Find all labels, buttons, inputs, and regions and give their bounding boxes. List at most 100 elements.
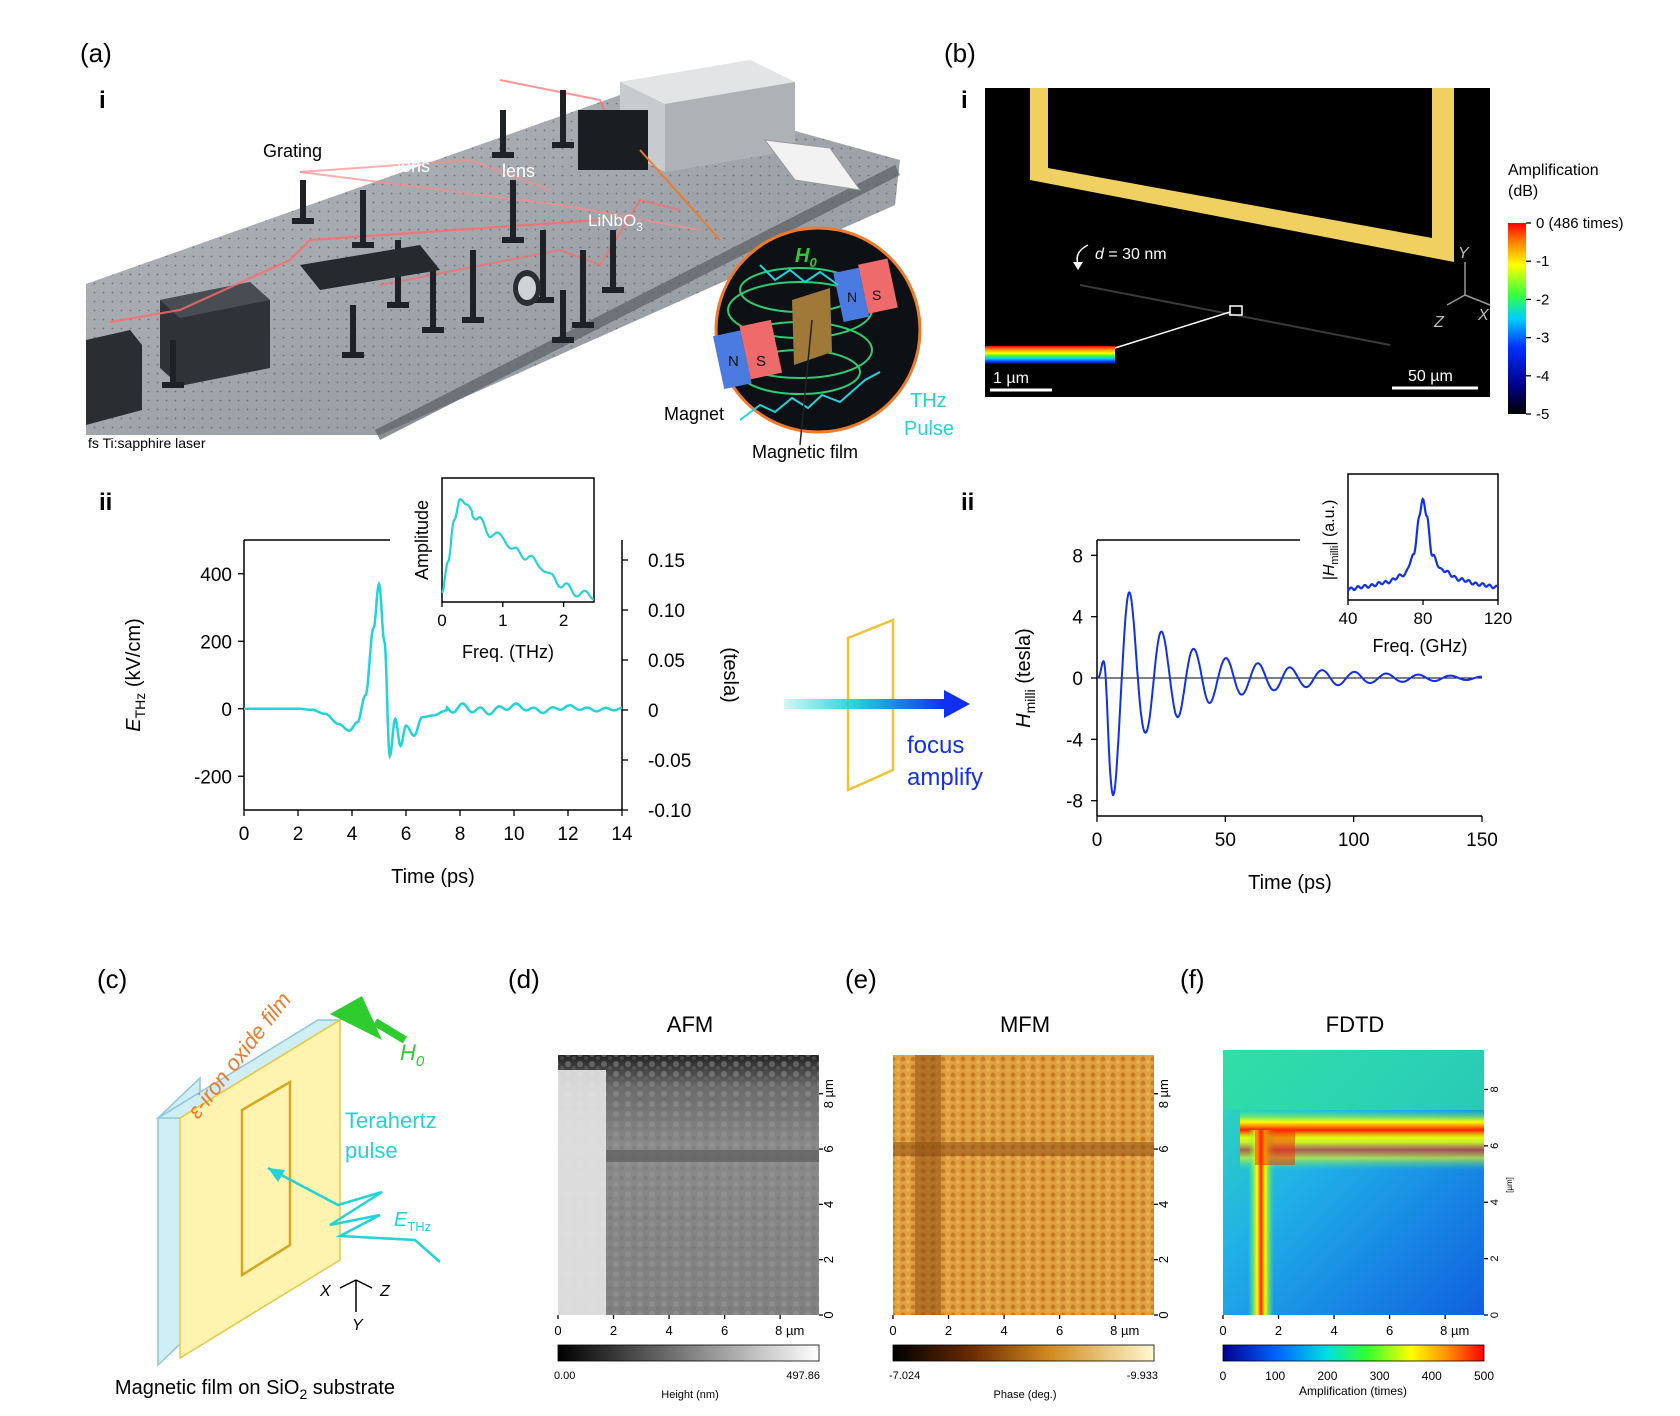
y-tick-label: 8 (1072, 546, 1083, 567)
panel-a-sub-ii: ii (99, 489, 112, 516)
arrow-head (944, 690, 970, 718)
y-tick-label: 0 (821, 1311, 836, 1318)
waveguide-field (985, 346, 1115, 364)
fdtd-cbar-label: Amplification (times) (1299, 1384, 1407, 1398)
x-tick-label: 0 (554, 1323, 561, 1338)
x-tick-labels: 0 2 4 6 8 µm (1219, 1315, 1469, 1338)
annotation-lens-2: lens (502, 161, 535, 181)
panel-d: (d) AFM 0 2 4 6 8 µm 0 2 4 6 8 µm 0.00 497.86 He… (508, 964, 836, 1401)
x-tick-label: 2 (610, 1323, 617, 1338)
terahertz-label-2: pulse (345, 1138, 398, 1163)
panel-d-label: (d) (508, 964, 540, 994)
x-tick-label: 0 (1092, 830, 1103, 851)
panel-f-label: (f) (1180, 964, 1205, 994)
axes-triad-c (339, 1279, 373, 1312)
afm-cbar-label: Height (nm) (661, 1389, 718, 1401)
x-tick-label: 6 (1056, 1323, 1063, 1338)
fdtd-colorbar (1222, 1344, 1485, 1362)
caption-c: Magnetic film on SiO2 substrate (115, 1377, 395, 1402)
inset-x-axis-title: Freq. (GHz) (1372, 636, 1467, 656)
scalebar-small-label: 1 µm (993, 370, 1029, 387)
y-tick-label: 2 (821, 1256, 836, 1263)
cbar-tick-label: 500 (1474, 1369, 1494, 1383)
inset-y-axis-title: |Hmilli| (a.u.) (1321, 500, 1341, 581)
pole-n-left: N (728, 353, 739, 370)
axis-x-label-c: X (319, 1283, 332, 1300)
annotation-thz-line1: THz (910, 390, 947, 412)
axis-z-label-c: Z (379, 1283, 391, 1300)
h0-label: H0 (795, 245, 817, 270)
y-tick-labels: 0 2 4 6 8 µm (819, 1079, 836, 1319)
axis-z-label: Z (1433, 314, 1445, 331)
inset-series-amplitude (441, 498, 595, 601)
cbar-tick-label: 400 (1422, 1369, 1442, 1383)
y-tick-label: 0 (1489, 1312, 1501, 1318)
y2-tick-label: 0 (648, 701, 659, 722)
x-tick-label: 8 (455, 824, 466, 845)
x-tick-label: 4 (1330, 1323, 1337, 1338)
axis-y-label: Y (1458, 245, 1470, 262)
y-tick-label: -4 (1066, 730, 1083, 751)
y-tick-label: 4 (1072, 608, 1083, 629)
magnet-right-n (833, 267, 870, 323)
afm-cbar-min: 0.00 (554, 1370, 575, 1382)
inset-a-ii: 0 1 2 Freq. (THz) Amplitude (412, 477, 595, 662)
series-hmilli (1097, 591, 1482, 796)
afm-cbar-max: 497.86 (786, 1370, 820, 1382)
y-tick-labels: 8 4 0 -4 -8 (1066, 546, 1097, 813)
annotation-magnet: Magnet (664, 404, 724, 424)
film-ring (240, 1079, 292, 1278)
y-tick-label: -200 (194, 767, 232, 788)
annotation-grating: Grating (263, 141, 322, 161)
y-tick-label: 8 (1489, 1086, 1501, 1092)
panel-e-title: MFM (1000, 1012, 1050, 1037)
x-axis-title: Time (ps) (391, 866, 475, 888)
cbar-tick-label: 200 (1317, 1369, 1337, 1383)
inset-x-axis-title: Freq. (THz) (462, 642, 554, 662)
x-tick-label: 8 µm (1440, 1323, 1469, 1338)
y-tick-label: 400 (200, 565, 232, 586)
y-axis-title: ETHz (kV/cm) (123, 618, 148, 731)
y2-tick-labels: 0.15 0.10 0.05 0 -0.05 -0.10 (622, 551, 691, 822)
x-tick-label: 150 (1466, 830, 1498, 851)
x-tick-label: 4 (665, 1323, 672, 1338)
x-tick-label: 6 (721, 1323, 728, 1338)
y-tick-label: 6 (1489, 1143, 1501, 1149)
terahertz-label-1: Terahertz (345, 1108, 437, 1133)
thz-pulse (267, 1166, 441, 1263)
panel-b-sub-i: i (961, 87, 968, 114)
cbar-tick-label: -3 (1536, 330, 1549, 347)
pole-n-right: N (847, 289, 857, 305)
cbar-tick-label: 0 (1220, 1369, 1227, 1383)
cbar-tick-label: 0 (486 times) (1536, 215, 1624, 232)
x-tick-label: 2 (1275, 1323, 1282, 1338)
panel-a-sub-i: i (99, 87, 106, 114)
x-tick-label: 50 (1215, 830, 1236, 851)
y-tick-label: 0 (221, 700, 232, 721)
panel-b: (b) i d = 30 nm 1 µm 50 µm Y Z X Amplifi… (944, 38, 1624, 423)
x-tick-labels: 0 50 100 150 (1092, 816, 1498, 851)
y2-axis-title: (tesla) (719, 647, 741, 703)
x-tick-labels: 0 2 4 6 8 µm (554, 1315, 804, 1338)
x-tick-label: 2 (293, 824, 304, 845)
panel-f: (f) FDTD 0 2 4 6 8 µm 0 2 4 6 8 [µm] 0 100 200 300 4… (1180, 964, 1514, 1398)
magnet-left-n (712, 330, 752, 390)
amplify-label: amplify (907, 764, 983, 791)
fdtd-colorbar-ticks: 0 100 200 300 400 500 (1220, 1369, 1495, 1383)
inset-x-tick-labels: 40 80 120 (1339, 600, 1512, 628)
x-tick-label: 10 (503, 824, 524, 845)
fdtd-y-unit: [µm] (1505, 1177, 1514, 1193)
focus-amplify-diagram: focus amplify (784, 618, 983, 792)
optical-table-illustration (86, 60, 900, 440)
d-label: d = 30 nm (1095, 246, 1167, 263)
afm-colorbar (557, 1344, 820, 1362)
x-tick-label: 2 (945, 1323, 952, 1338)
mfm-cbar-min: -7.024 (889, 1370, 920, 1382)
y-tick-label: 6 (1156, 1145, 1171, 1152)
x-tick-label: 6 (401, 824, 412, 845)
panel-d-title: AFM (667, 1012, 713, 1037)
y2-tick-label: 0.10 (648, 601, 685, 622)
inset-x-tick-label: 40 (1339, 609, 1358, 628)
colorbar-ticks: 0 (486 times) -1 -2 -3 -4 -5 (1526, 215, 1624, 423)
